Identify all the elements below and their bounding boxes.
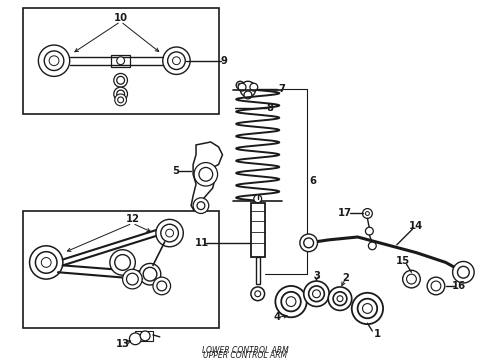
Circle shape: [366, 212, 369, 215]
Circle shape: [313, 290, 320, 298]
Circle shape: [250, 83, 258, 91]
Circle shape: [238, 83, 246, 91]
Circle shape: [427, 277, 445, 295]
Circle shape: [49, 56, 59, 66]
Circle shape: [286, 297, 296, 306]
Circle shape: [337, 296, 343, 302]
Circle shape: [153, 277, 171, 295]
Circle shape: [333, 292, 347, 306]
Circle shape: [281, 292, 301, 311]
Circle shape: [117, 57, 124, 65]
Circle shape: [238, 83, 242, 87]
Text: 1: 1: [374, 329, 381, 339]
Text: 11: 11: [195, 238, 209, 248]
Circle shape: [407, 274, 416, 284]
Circle shape: [304, 238, 314, 248]
Circle shape: [41, 257, 51, 267]
Circle shape: [255, 291, 261, 297]
Bar: [23, 8, 219, 114]
Circle shape: [129, 333, 141, 345]
Circle shape: [366, 227, 373, 235]
Circle shape: [352, 293, 383, 324]
Bar: [251, 203, 265, 257]
Circle shape: [300, 234, 318, 252]
Text: 15: 15: [395, 256, 410, 266]
Circle shape: [122, 269, 142, 289]
Text: 4: 4: [274, 312, 281, 322]
Text: 5: 5: [172, 166, 179, 176]
Circle shape: [166, 229, 173, 237]
Circle shape: [140, 331, 150, 341]
Circle shape: [453, 261, 474, 283]
Bar: [111, 55, 130, 67]
Text: UPPER CONTROL ARM: UPPER CONTROL ARM: [203, 351, 287, 360]
Circle shape: [139, 264, 161, 285]
Circle shape: [117, 90, 124, 98]
Circle shape: [156, 219, 183, 247]
Circle shape: [115, 94, 126, 106]
Circle shape: [431, 281, 441, 291]
Circle shape: [44, 51, 64, 71]
Text: 2: 2: [343, 273, 349, 283]
Circle shape: [236, 81, 244, 89]
Text: 10: 10: [114, 13, 127, 23]
Circle shape: [199, 167, 213, 181]
Circle shape: [115, 255, 130, 270]
Text: 14: 14: [409, 221, 423, 231]
Circle shape: [35, 252, 57, 273]
Circle shape: [194, 163, 218, 186]
Circle shape: [328, 287, 352, 310]
Circle shape: [363, 303, 372, 313]
Circle shape: [118, 97, 123, 103]
Circle shape: [110, 250, 135, 275]
Circle shape: [163, 47, 190, 75]
Circle shape: [244, 91, 252, 99]
Text: 8: 8: [266, 103, 273, 113]
Bar: [135, 331, 153, 341]
Text: 3: 3: [313, 271, 320, 281]
Text: 9: 9: [221, 56, 228, 66]
Text: 13: 13: [116, 339, 129, 349]
Text: 16: 16: [451, 281, 466, 291]
Text: 12: 12: [125, 214, 139, 224]
Circle shape: [358, 299, 377, 318]
Text: LOWER CONTROL ARM: LOWER CONTROL ARM: [201, 346, 289, 355]
Circle shape: [363, 208, 372, 219]
Circle shape: [29, 246, 63, 279]
Text: 7: 7: [279, 84, 286, 94]
Circle shape: [114, 87, 127, 101]
Circle shape: [126, 273, 138, 285]
Circle shape: [157, 281, 167, 291]
Circle shape: [114, 73, 127, 87]
Circle shape: [403, 270, 420, 288]
Circle shape: [254, 195, 262, 203]
Circle shape: [172, 57, 180, 65]
Bar: [256, 257, 260, 284]
Circle shape: [240, 81, 256, 97]
Circle shape: [193, 198, 209, 213]
Text: 17: 17: [338, 208, 352, 219]
Circle shape: [117, 76, 124, 84]
Circle shape: [458, 266, 469, 278]
Circle shape: [197, 202, 205, 210]
Circle shape: [309, 286, 324, 302]
Bar: [23, 211, 219, 328]
Circle shape: [251, 287, 265, 301]
Circle shape: [275, 286, 307, 317]
Text: 6: 6: [309, 176, 316, 186]
Circle shape: [161, 224, 178, 242]
Circle shape: [368, 242, 376, 250]
Circle shape: [143, 267, 157, 281]
Circle shape: [168, 52, 185, 69]
Circle shape: [38, 45, 70, 76]
Circle shape: [304, 281, 329, 306]
